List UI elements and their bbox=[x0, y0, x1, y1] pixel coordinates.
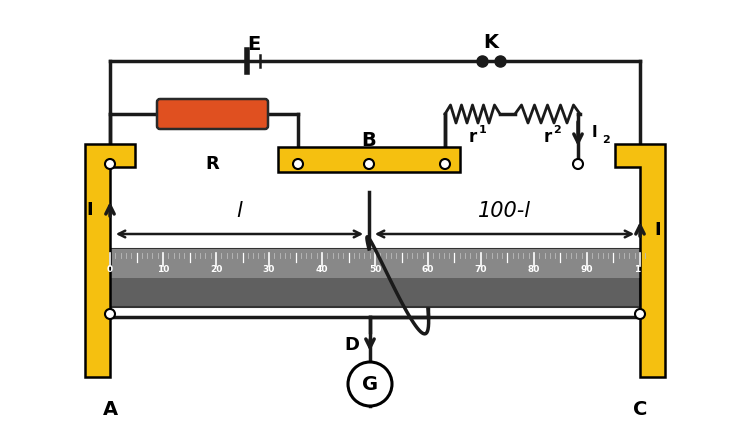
Circle shape bbox=[364, 160, 374, 169]
Text: l: l bbox=[237, 200, 242, 221]
Text: D: D bbox=[344, 335, 359, 353]
Text: 100-l: 100-l bbox=[478, 200, 531, 221]
Circle shape bbox=[635, 309, 645, 319]
Bar bbox=[110, 249, 640, 307]
Text: 40: 40 bbox=[316, 265, 328, 274]
Text: r: r bbox=[468, 128, 477, 146]
Bar bbox=[110, 249, 640, 278]
Text: 1: 1 bbox=[478, 125, 486, 135]
Circle shape bbox=[105, 309, 115, 319]
FancyBboxPatch shape bbox=[157, 100, 268, 130]
Text: 2: 2 bbox=[602, 135, 610, 144]
Text: 90: 90 bbox=[580, 265, 593, 274]
Text: E: E bbox=[248, 34, 261, 53]
Text: 30: 30 bbox=[262, 265, 275, 274]
Text: r: r bbox=[543, 128, 551, 146]
Text: K: K bbox=[484, 32, 499, 51]
Text: C: C bbox=[633, 399, 647, 418]
Circle shape bbox=[440, 160, 450, 169]
Text: R: R bbox=[206, 155, 220, 172]
Text: A: A bbox=[103, 399, 118, 418]
Text: 80: 80 bbox=[528, 265, 540, 274]
Circle shape bbox=[348, 362, 392, 406]
Bar bbox=[278, 147, 460, 172]
Polygon shape bbox=[615, 144, 665, 377]
Circle shape bbox=[105, 160, 115, 169]
Text: 0: 0 bbox=[107, 265, 113, 274]
Polygon shape bbox=[85, 144, 135, 377]
Text: B: B bbox=[362, 130, 376, 149]
Text: 20: 20 bbox=[210, 265, 222, 274]
Text: G: G bbox=[362, 375, 378, 393]
Text: I: I bbox=[655, 221, 662, 239]
Text: 2: 2 bbox=[554, 125, 561, 135]
Text: 50: 50 bbox=[369, 265, 381, 274]
Text: 60: 60 bbox=[422, 265, 434, 274]
Text: 10: 10 bbox=[157, 265, 170, 274]
Circle shape bbox=[293, 160, 303, 169]
Text: 70: 70 bbox=[475, 265, 488, 274]
Text: I: I bbox=[592, 124, 598, 139]
Circle shape bbox=[573, 160, 583, 169]
Text: I: I bbox=[87, 200, 93, 218]
Text: 1: 1 bbox=[634, 265, 640, 274]
